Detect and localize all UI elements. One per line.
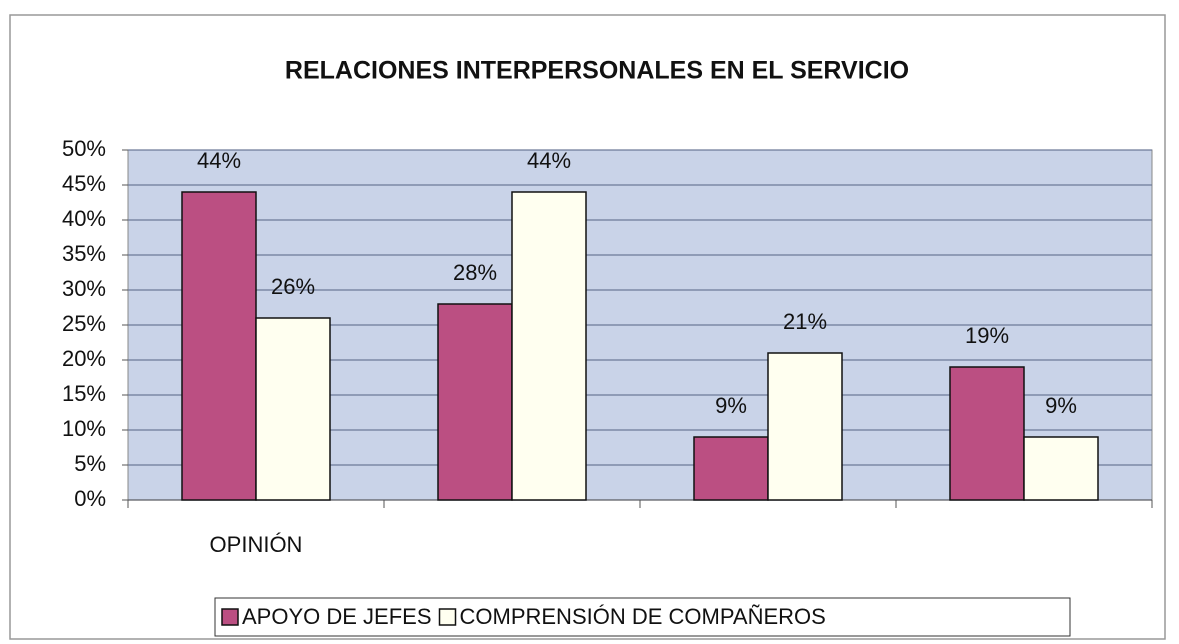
value-label: 44% bbox=[527, 148, 571, 173]
y-tick-label: 50% bbox=[62, 136, 106, 161]
bar bbox=[181, 191, 257, 501]
y-tick-label: 20% bbox=[62, 346, 106, 371]
y-tick-label: 10% bbox=[62, 416, 106, 441]
bar bbox=[1023, 436, 1099, 501]
bar bbox=[511, 191, 587, 501]
y-tick-label: 45% bbox=[62, 171, 106, 196]
y-tick-label: 0% bbox=[74, 486, 106, 511]
chart-title: RELACIONES INTERPERSONALES EN EL SERVICI… bbox=[285, 57, 909, 85]
bar bbox=[767, 352, 843, 501]
y-tick-label: 15% bbox=[62, 381, 106, 406]
bar bbox=[693, 436, 769, 501]
legend-box bbox=[214, 597, 1071, 637]
y-tick-label: 30% bbox=[62, 276, 106, 301]
x-tick-label: OPINIÓN bbox=[210, 532, 303, 557]
legend-label: COMPRENSIÓN DE COMPAÑEROS bbox=[460, 604, 826, 629]
bar bbox=[949, 366, 1025, 501]
value-label: 26% bbox=[271, 274, 315, 299]
value-label: 21% bbox=[783, 309, 827, 334]
y-tick-label: 40% bbox=[62, 206, 106, 231]
legend-label: APOYO DE JEFES bbox=[242, 604, 432, 629]
bar bbox=[255, 317, 331, 501]
value-label: 44% bbox=[197, 148, 241, 173]
legend-swatch bbox=[438, 608, 457, 626]
value-label: 28% bbox=[453, 260, 497, 285]
legend-swatch bbox=[221, 608, 239, 626]
y-tick-label: 35% bbox=[62, 241, 106, 266]
y-tick-label: 25% bbox=[62, 311, 106, 336]
value-label: 9% bbox=[1045, 393, 1077, 418]
y-tick-label: 5% bbox=[74, 451, 106, 476]
value-label: 19% bbox=[965, 323, 1009, 348]
value-label: 9% bbox=[715, 393, 747, 418]
bar bbox=[437, 303, 513, 501]
